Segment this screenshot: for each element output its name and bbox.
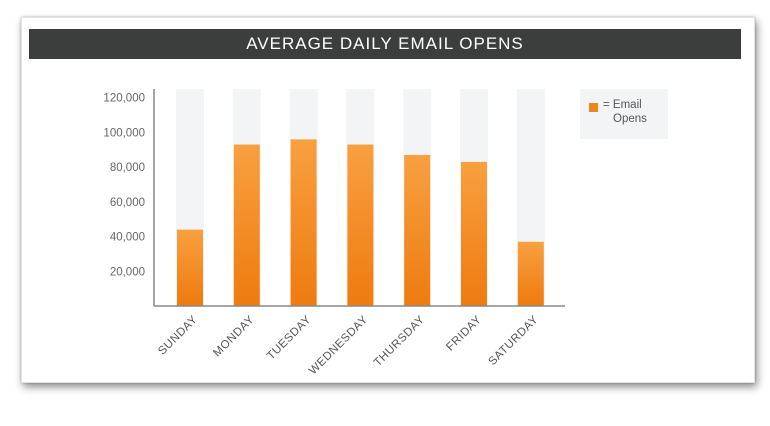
bar-monday	[233, 144, 260, 306]
legend-label-line1: Email	[612, 99, 642, 111]
legend-label-line2: Opens	[613, 113, 647, 125]
legend-label: = Email Opens	[603, 98, 665, 126]
chart-title: AVERAGE DAILY EMAIL OPENS	[29, 29, 741, 59]
x-tick-label: MONDAY	[211, 314, 257, 360]
chart-card	[21, 17, 755, 383]
legend-prefix: =	[603, 99, 613, 111]
legend-swatch	[589, 103, 598, 112]
x-tick-label: SATURDAY	[487, 314, 541, 368]
x-tick-label: THURSDAY	[372, 314, 427, 369]
chart-legend: = Email Opens	[580, 89, 668, 139]
y-tick-label: 100,000	[103, 127, 145, 139]
bar-tuesday	[290, 139, 317, 306]
bar-saturday	[517, 241, 544, 306]
y-tick-label: 40,000	[110, 232, 145, 244]
y-tick-label: 120,000	[103, 93, 145, 105]
x-tick-label: WEDNESDAY	[307, 314, 370, 377]
bar-sunday	[177, 229, 203, 306]
x-tick-label: SUNDAY	[156, 314, 200, 358]
x-tick-label: TUESDAY	[265, 314, 314, 363]
x-tick-label: FRIDAY	[444, 314, 484, 354]
bar-friday	[461, 161, 487, 306]
y-tick-label: 60,000	[110, 197, 145, 209]
y-tick-label: 80,000	[110, 162, 145, 174]
bar-wednesday	[347, 144, 374, 306]
bar-thursday	[404, 154, 431, 306]
y-tick-label: 20,000	[110, 266, 145, 278]
